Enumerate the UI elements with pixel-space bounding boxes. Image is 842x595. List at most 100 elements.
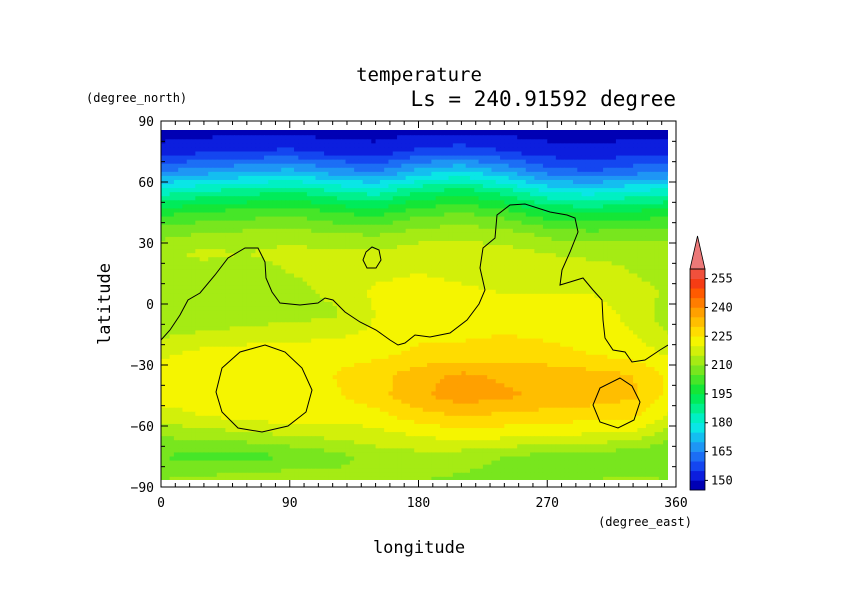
heat-cell — [294, 131, 299, 136]
heat-cell — [229, 131, 235, 136]
heat-cell — [255, 220, 261, 226]
heat-cell — [397, 135, 402, 140]
heat-cell — [397, 269, 402, 275]
heat-cell — [375, 273, 381, 279]
heat-cell — [663, 151, 668, 157]
heat-cell — [457, 249, 463, 254]
heat-cell — [641, 143, 647, 149]
heat-cell — [615, 147, 621, 153]
heat-cell — [491, 130, 497, 132]
heat-cell — [577, 159, 583, 165]
heat-cell — [538, 249, 544, 254]
heat-cell — [332, 232, 338, 238]
heat-cell — [624, 273, 630, 279]
heat-cell — [615, 163, 621, 169]
heat-cell — [165, 285, 171, 291]
heat-cell — [512, 216, 518, 222]
heat-cell — [457, 131, 463, 136]
heat-cell — [530, 224, 535, 230]
heat-cell — [547, 261, 553, 266]
heat-cell — [191, 285, 196, 291]
heat-cell — [225, 285, 231, 291]
heat-cell — [414, 135, 420, 140]
heat-cell — [555, 289, 561, 295]
heat-cell — [298, 277, 304, 283]
heat-cell — [358, 269, 364, 275]
heat-cell — [173, 240, 179, 246]
heat-cell — [242, 208, 248, 214]
heat-cell — [272, 257, 278, 262]
heat-cell — [658, 151, 664, 157]
heat-cell — [319, 184, 325, 189]
heat-cell — [229, 224, 235, 230]
heat-cell — [508, 192, 514, 197]
heat-cell — [332, 147, 338, 153]
heat-cell — [328, 269, 334, 275]
heat-cell — [354, 135, 360, 140]
heat-cell — [341, 179, 347, 185]
heat-cell — [521, 171, 527, 177]
heat-cell — [607, 249, 613, 254]
heat-cell — [547, 269, 553, 275]
heat-cell — [221, 281, 226, 287]
heat-cell — [624, 200, 630, 205]
heat-cell — [641, 293, 647, 299]
heat-cell — [525, 265, 531, 271]
heat-cell — [517, 200, 523, 205]
heat-cell — [409, 196, 415, 201]
heat-cell — [276, 143, 282, 149]
heat-cell — [422, 155, 428, 161]
heat-cell — [594, 228, 600, 234]
heat-cell — [242, 273, 248, 279]
heat-cell — [358, 216, 364, 222]
heat-cell — [590, 289, 596, 295]
heat-cell — [169, 232, 175, 238]
heat-cell — [620, 155, 626, 161]
heat-cell — [482, 224, 488, 230]
heat-cell — [624, 192, 630, 197]
heat-cell — [654, 220, 660, 226]
heat-cell — [281, 236, 287, 242]
heat-cell — [452, 151, 458, 157]
heat-cell — [470, 192, 475, 197]
heat-cell — [409, 179, 415, 185]
heat-cell — [658, 240, 664, 246]
heat-cell — [478, 130, 484, 132]
heat-cell — [315, 261, 321, 266]
heat-cell — [392, 245, 398, 250]
heat-cell — [259, 236, 265, 242]
heat-cell — [620, 269, 626, 275]
heat-cell — [508, 249, 514, 254]
heat-cell — [663, 200, 668, 205]
heat-cell — [547, 143, 553, 149]
heat-cell — [169, 175, 175, 181]
heat-cell — [354, 196, 360, 201]
heat-cell — [251, 245, 257, 250]
heat-cell — [306, 261, 312, 266]
heat-cell — [289, 293, 295, 299]
heat-cell — [341, 208, 347, 214]
heat-cell — [564, 253, 570, 258]
heat-cell — [409, 269, 415, 275]
heat-cell — [538, 151, 544, 157]
heat-cell — [603, 159, 608, 165]
heat-cell — [624, 220, 630, 226]
heat-cell — [169, 212, 175, 218]
heat-cell — [495, 167, 501, 173]
heat-cell — [405, 212, 411, 218]
heat-cell — [375, 249, 381, 254]
heat-cell — [568, 143, 574, 149]
heat-cell — [264, 192, 269, 197]
heat-cell — [585, 200, 591, 205]
heat-cell — [637, 155, 643, 161]
heat-cell — [641, 155, 647, 161]
heat-cell — [439, 285, 445, 291]
heat-cell — [272, 240, 278, 246]
heat-cell — [585, 212, 591, 218]
heat-cell — [259, 151, 265, 157]
heat-cell — [551, 212, 557, 218]
heat-cell — [474, 249, 480, 254]
heat-cell — [208, 236, 214, 242]
heat-cell — [435, 257, 441, 262]
heat-cell — [474, 289, 480, 295]
